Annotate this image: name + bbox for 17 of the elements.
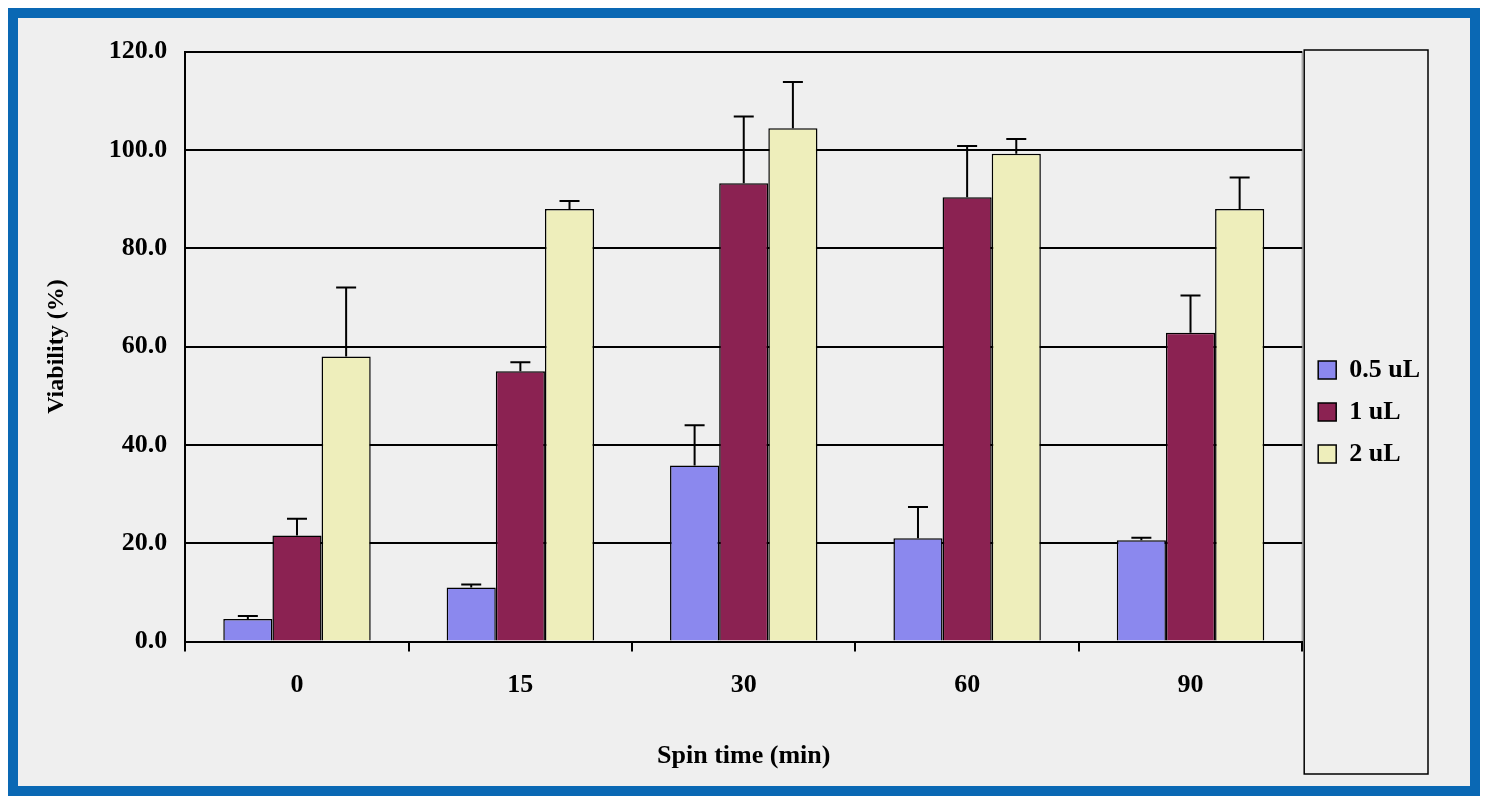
y-tick-label: 60.0 — [121, 330, 168, 360]
legend-label: 0.5 uL — [1349, 353, 1421, 383]
y-tick-label: 120.0 — [108, 35, 168, 65]
x-tick-label: 90 — [1177, 668, 1204, 698]
y-tick-label: 100.0 — [108, 133, 168, 163]
x-tick-label: 60 — [954, 668, 981, 698]
x-tick-label: 30 — [730, 668, 757, 698]
x-axis-title: Spin time (min) — [657, 740, 831, 770]
y-tick-label: 20.0 — [121, 526, 168, 556]
y-axis-title: Viability (%) — [41, 279, 68, 414]
x-tick-label: 15 — [507, 668, 534, 698]
legend-label: 2 uL — [1349, 437, 1401, 467]
y-tick-label: 0.0 — [134, 625, 168, 655]
x-tick-label: 0 — [290, 668, 304, 698]
legend-label: 1 uL — [1349, 395, 1401, 425]
y-tick-label: 40.0 — [121, 428, 168, 458]
y-tick-label: 80.0 — [121, 231, 168, 261]
